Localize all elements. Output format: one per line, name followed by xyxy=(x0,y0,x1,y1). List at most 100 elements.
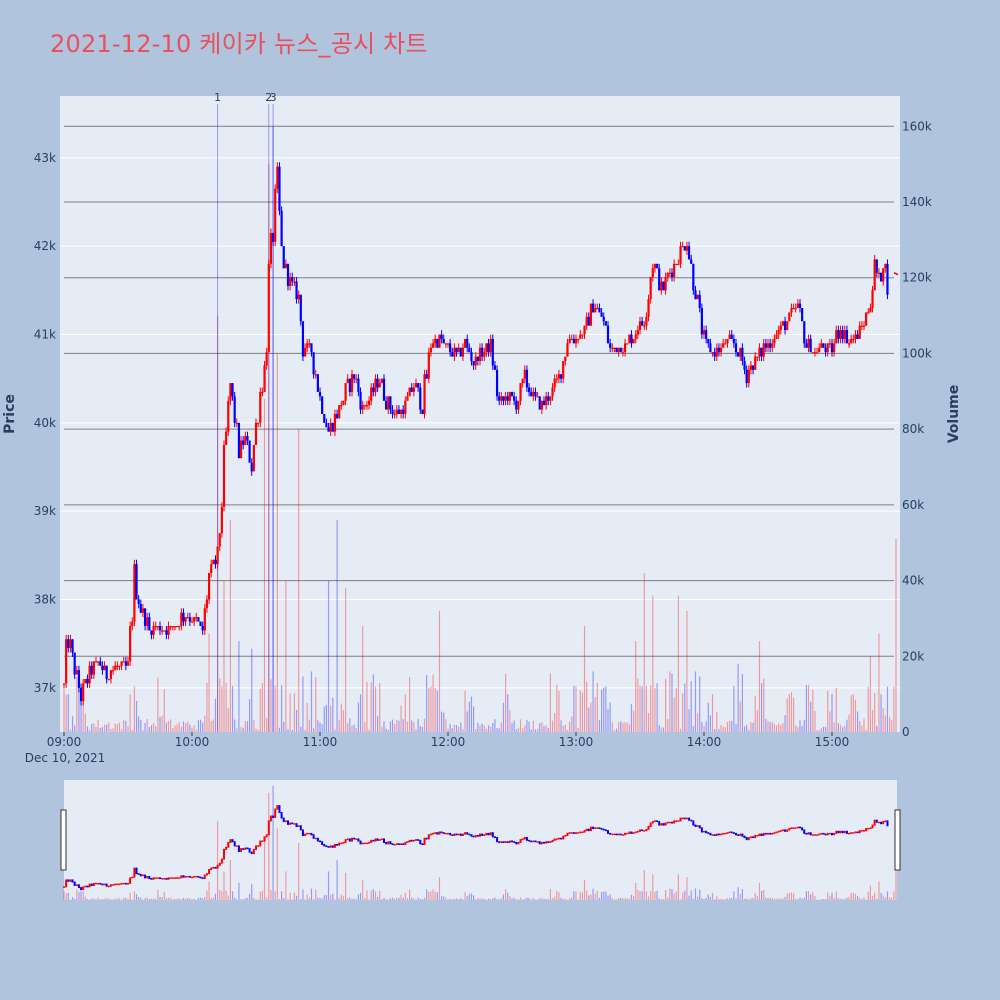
volume-bar xyxy=(880,694,882,732)
volume-bar xyxy=(607,708,609,732)
candle-body xyxy=(92,661,95,675)
volume-bar xyxy=(741,674,743,732)
candle-body xyxy=(90,665,93,675)
volume-bar xyxy=(82,687,84,732)
range-slider-candle xyxy=(114,883,117,886)
candle-body xyxy=(792,308,795,310)
range-slider-volume-bar xyxy=(716,896,718,900)
range-slider-volume-bar xyxy=(669,888,671,900)
range-slider-candle xyxy=(186,875,189,878)
range-slider-volume-bar xyxy=(564,898,566,900)
candle-body xyxy=(99,661,102,666)
range-slider-candle xyxy=(274,808,277,818)
candle-body xyxy=(427,352,430,379)
volume-bar xyxy=(421,727,423,732)
candle-body xyxy=(790,308,793,313)
range-slider-candle xyxy=(227,841,230,848)
range-slider-volume-bar xyxy=(379,890,381,900)
range-slider-candle xyxy=(790,827,793,830)
range-slider-candle xyxy=(122,882,125,885)
candle-body xyxy=(182,612,185,622)
volume-bar xyxy=(291,729,293,732)
candle-body xyxy=(687,246,691,260)
range-slider-volume-bar xyxy=(711,892,714,900)
range-slider-candle xyxy=(308,832,311,835)
volume-bar xyxy=(780,725,782,732)
range-slider-right-handle[interactable] xyxy=(894,809,901,871)
range-slider-volume-bar xyxy=(660,899,662,900)
volume-bar xyxy=(330,705,332,732)
volume-bar xyxy=(157,677,159,732)
x-tick-label: 11:00 xyxy=(303,735,338,749)
candle-body xyxy=(798,303,802,308)
volume-tick-label: 140k xyxy=(902,195,932,209)
volume-bar xyxy=(385,728,387,732)
volume-bar xyxy=(793,697,795,732)
volume-bar xyxy=(182,721,185,732)
candle-body xyxy=(481,347,484,357)
range-slider-candle xyxy=(491,832,494,838)
range-slider-volume-bar xyxy=(462,899,464,900)
range-slider-candle xyxy=(156,877,159,879)
range-slider-volume-bar xyxy=(353,898,355,900)
range-slider-candle xyxy=(127,882,129,885)
price-tick-label: 41k xyxy=(34,328,56,342)
range-slider-volume-bar xyxy=(325,894,327,900)
range-slider-volume-bar xyxy=(101,899,103,900)
range-slider-candle xyxy=(146,875,149,879)
candle-body xyxy=(444,343,447,345)
volume-bar xyxy=(110,728,112,732)
range-slider-volume-bar xyxy=(97,897,99,900)
range-slider-volume-bar xyxy=(118,898,121,900)
candle-body xyxy=(579,334,582,339)
volume-bar xyxy=(483,725,485,732)
range-slider-candle xyxy=(250,851,253,855)
range-slider-candle xyxy=(385,841,388,845)
range-slider-candle xyxy=(421,843,424,845)
volume-bar xyxy=(596,682,598,732)
volume-bar xyxy=(829,711,831,732)
volume-bar xyxy=(208,633,210,732)
range-slider-candle xyxy=(329,845,332,848)
range-slider-candle xyxy=(579,831,582,834)
range-slider-volume-bar xyxy=(692,898,694,900)
candle-body xyxy=(749,365,753,370)
candle-body xyxy=(199,621,202,626)
candle-body xyxy=(873,259,876,291)
volume-bar xyxy=(321,724,323,732)
volume-bar xyxy=(112,728,114,732)
range-slider-volume-bar xyxy=(332,893,334,900)
candle-body xyxy=(613,347,616,349)
range-slider-candle xyxy=(609,832,612,835)
volume-bar xyxy=(419,725,421,732)
range-slider-volume-bar xyxy=(481,898,483,900)
candle-body xyxy=(361,405,364,410)
range-slider-background[interactable] xyxy=(64,780,897,900)
range-slider-candle xyxy=(287,820,289,825)
volume-bar xyxy=(671,673,673,732)
range-slider-volume-bar xyxy=(114,898,116,900)
candle-body xyxy=(722,343,725,348)
range-slider-candle xyxy=(502,841,505,843)
volume-bar xyxy=(724,727,726,732)
volume-bar xyxy=(641,686,643,732)
range-slider-volume-bar xyxy=(586,890,588,900)
candle-body xyxy=(333,414,337,432)
range-slider-candle xyxy=(688,817,691,821)
range-slider-candle xyxy=(705,830,708,834)
volume-bar xyxy=(878,633,880,732)
volume-bar xyxy=(89,729,91,732)
range-slider-volume-bar xyxy=(266,897,268,900)
range-slider-candle xyxy=(295,823,298,827)
candle-body xyxy=(754,356,757,370)
candle-body xyxy=(602,316,605,322)
range-slider-volume-bar xyxy=(144,898,146,900)
range-slider-candle xyxy=(400,843,403,845)
range-slider-left-handle[interactable] xyxy=(60,809,67,871)
volume-bar xyxy=(359,694,362,732)
range-slider-candle xyxy=(645,828,648,832)
range-slider-candle xyxy=(86,885,89,888)
volume-bar xyxy=(532,720,534,732)
candle-body xyxy=(523,369,526,379)
range-slider-candle xyxy=(464,832,467,835)
